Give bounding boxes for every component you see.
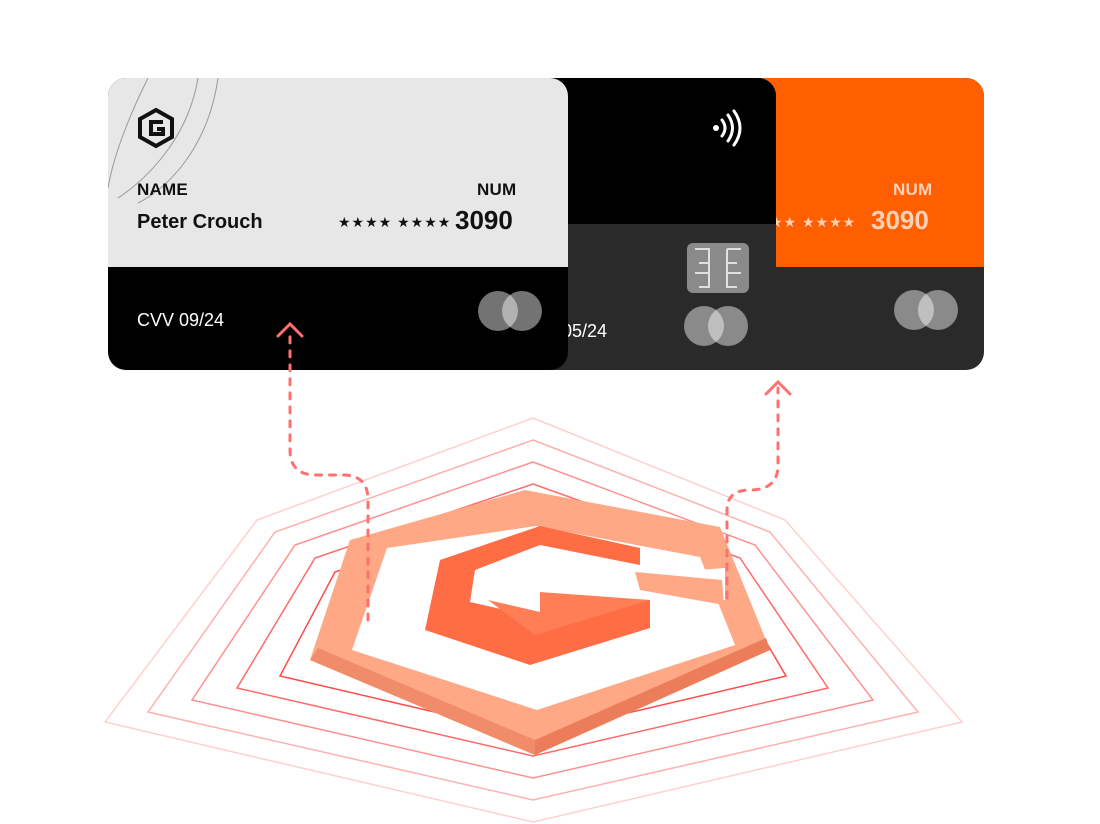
logo-icon	[138, 108, 174, 148]
hexagon-logo-icon	[310, 490, 770, 755]
card-top	[108, 78, 568, 267]
card-brand-icon	[894, 290, 958, 330]
card-brand-icon	[478, 291, 542, 331]
name-label: NAME	[137, 180, 188, 199]
arrow-up-icon	[288, 328, 780, 622]
card-number-last4: 3090	[455, 205, 513, 235]
card-brand-icon	[684, 306, 748, 346]
cvv-expiry: CVV 09/24	[137, 310, 225, 330]
card-front[interactable]: NAME Peter Crouch NUM ★★★★ ★★★★ 3090 CVV…	[108, 78, 568, 370]
card-number-stars: ★★ ★★★★	[770, 214, 857, 230]
chip-icon	[687, 243, 749, 293]
arrow-heads	[276, 321, 792, 396]
cardholder-name: Peter Crouch	[137, 211, 263, 233]
card-number-last4: 3090	[871, 205, 929, 235]
card-pattern	[108, 78, 219, 204]
expiry-date: 05/24	[562, 321, 608, 341]
card-number-stars: ★★★★ ★★★★	[338, 214, 452, 230]
num-label: NUM	[893, 180, 933, 199]
num-label: NUM	[477, 180, 517, 199]
contactless-icon	[713, 109, 742, 147]
